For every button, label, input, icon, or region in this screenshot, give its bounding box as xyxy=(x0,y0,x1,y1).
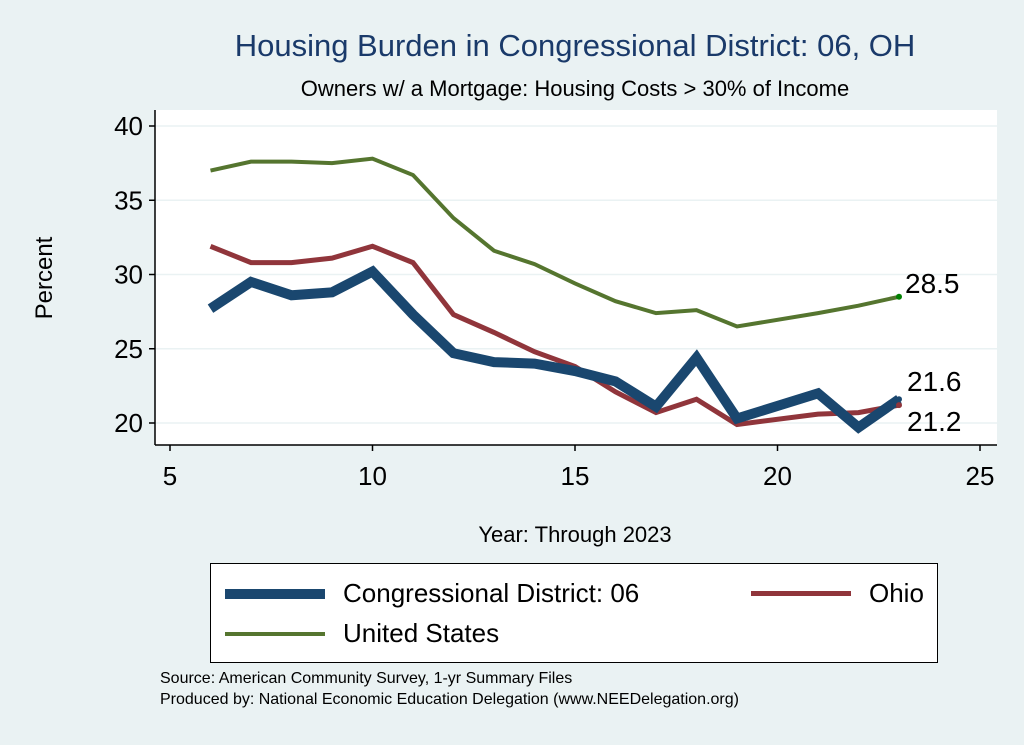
end-label: 21.2 xyxy=(907,406,962,437)
legend-label: Congressional District: 06 xyxy=(343,578,640,608)
legend-label: Ohio xyxy=(869,578,924,608)
x-tick-label: 5 xyxy=(163,461,177,491)
legend-item-us: United States xyxy=(225,618,499,649)
plot-area xyxy=(155,110,997,445)
source-note: Source: American Community Survey, 1-yr … xyxy=(160,670,573,687)
legend-swatch xyxy=(225,588,325,599)
series-line-1 xyxy=(209,243,900,428)
series-line-2 xyxy=(210,156,900,329)
y-tick-label: 20 xyxy=(114,408,143,438)
y-tick-label: 35 xyxy=(114,185,143,215)
legend-item-ohio: Ohio xyxy=(751,578,924,609)
end-point xyxy=(896,402,902,409)
legend-label: United States xyxy=(343,618,500,648)
line-chart: 20 25 30 35 40 5 10 15 20 25 Year: Through 2023 Per… xyxy=(31,110,997,547)
end-point xyxy=(896,396,902,403)
legend: Congressional District: 06 Ohio United S… xyxy=(210,563,938,663)
x-axis-label: Year: Through 2023 xyxy=(478,522,671,547)
x-tick-label: 10 xyxy=(358,461,387,491)
chart-title: Housing Burden in Congressional District… xyxy=(234,28,916,63)
y-tick-label: 25 xyxy=(114,334,143,364)
series-line-0 xyxy=(207,265,902,434)
end-label: 21.6 xyxy=(907,366,962,397)
y-tick-label: 40 xyxy=(114,111,143,141)
legend-swatch xyxy=(225,631,325,636)
x-tick-label: 20 xyxy=(763,461,792,491)
legend-item-district: Congressional District: 06 xyxy=(225,578,639,609)
legend-swatch xyxy=(751,591,851,596)
end-label: 28.5 xyxy=(905,268,960,299)
x-tick-label: 15 xyxy=(561,461,590,491)
producer-note: Produced by: National Economic Education… xyxy=(160,691,739,708)
end-point xyxy=(896,293,902,300)
x-tick-label: 25 xyxy=(966,461,995,491)
y-axis-label: Percent xyxy=(31,236,58,319)
chart-subtitle: Owners w/ a Mortgage: Housing Costs > 30… xyxy=(300,76,850,101)
y-tick-label: 30 xyxy=(114,260,143,290)
